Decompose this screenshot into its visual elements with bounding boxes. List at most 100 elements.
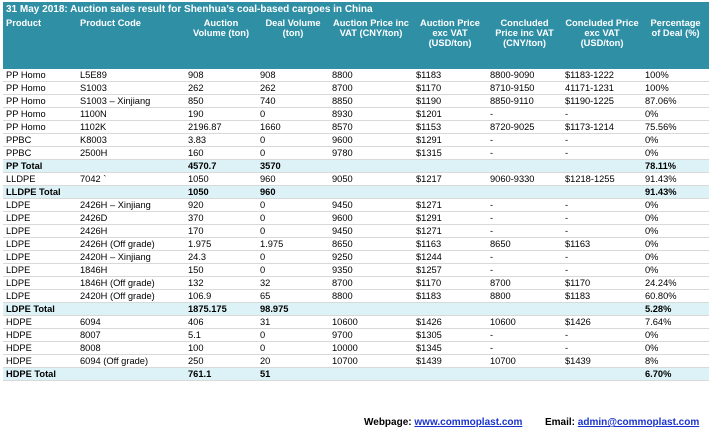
table-row: LDPE 2426H 170 0 9450 $1271- -0% xyxy=(3,224,710,238)
cell-auction-volume: 5.1 xyxy=(185,328,257,342)
cell-concluded-price-cny: 8710-9150 xyxy=(487,81,562,95)
cell-product-code: 2426D xyxy=(77,211,185,225)
table-header-row: Product Product Code Auction Volume (ton) D… xyxy=(3,17,710,69)
cell-deal-volume: 262 xyxy=(257,81,329,95)
table-row: LLDPE 7042 ` 1050 960 9050 $1217 9060-9330 $121… xyxy=(3,172,710,186)
cell-concluded-price-usd: $1163 xyxy=(562,237,642,251)
cell-concluded-price-usd: $1170 xyxy=(562,276,642,290)
cell-deal-percentage: 87.06% xyxy=(642,94,710,108)
cell-concluded-price-cny: - xyxy=(487,341,562,355)
cell-deal-volume: 51 xyxy=(257,367,329,381)
cell-concluded-price-cny xyxy=(487,302,562,316)
total-row: PP Total 4570.7 3570 78.11% xyxy=(3,159,710,173)
cell-product: LDPE xyxy=(3,263,77,277)
cell-product: HDPE Total xyxy=(3,367,77,381)
cell-auction-price-usd: $1190 xyxy=(413,94,487,108)
cell-concluded-price-usd: 41171-1231 xyxy=(562,81,642,95)
cell-concluded-price-usd: $1218-1255 xyxy=(562,172,642,186)
cell-product-code: 6094 (Off grade) xyxy=(77,354,185,368)
cell-auction-price-cny: 8800 xyxy=(329,289,413,303)
cell-product: HDPE xyxy=(3,328,77,342)
cell-product: LDPE xyxy=(3,211,77,225)
cell-deal-percentage: 24.24% xyxy=(642,276,710,290)
cell-deal-volume: 0 xyxy=(257,328,329,342)
cell-product: PPBC xyxy=(3,133,77,147)
cell-concluded-price-usd: - xyxy=(562,211,642,225)
table-row: LDPE 2426H (Off grade) 1.975 1.975 8650 $1163… xyxy=(3,237,710,251)
cell-deal-volume: 32 xyxy=(257,276,329,290)
cell-product-code: S1003 – Xinjiang xyxy=(77,94,185,108)
total-row: HDPE Total 761.1 51 6.70% xyxy=(3,367,710,381)
cell-auction-price-cny: 10700 xyxy=(329,354,413,368)
cell-auction-volume: 761.1 xyxy=(185,367,257,381)
cell-concluded-price-usd: - xyxy=(562,263,642,277)
cell-auction-price-cny: 8650 xyxy=(329,237,413,251)
cell-auction-price-usd: $1201 xyxy=(413,107,487,121)
cell-concluded-price-usd xyxy=(562,159,642,173)
cell-product: LLDPE xyxy=(3,172,77,186)
header-product: Product xyxy=(3,17,77,69)
cell-product-code xyxy=(77,367,185,381)
cell-product-code: 1102K xyxy=(77,120,185,134)
cell-auction-price-cny: 8850 xyxy=(329,94,413,108)
cell-auction-price-usd xyxy=(413,185,487,199)
table-row: LDPE 2420H (Off grade) 106.9 65 8800 $1183 880… xyxy=(3,289,710,303)
table-row: PPBC K8003 3.83 0 9600 $1291- -0% xyxy=(3,133,710,147)
cell-auction-volume: 1875.175 xyxy=(185,302,257,316)
cell-auction-price-usd: $1291 xyxy=(413,211,487,225)
cell-deal-volume: 0 xyxy=(257,263,329,277)
webpage-contact: Webpage: www.commoplast.com xyxy=(364,417,522,428)
cell-concluded-price-usd xyxy=(562,302,642,316)
cell-deal-percentage: 0% xyxy=(642,198,710,212)
cell-product-code: L5E89 xyxy=(77,69,185,82)
cell-product: PP Homo xyxy=(3,81,77,95)
cell-concluded-price-cny: - xyxy=(487,198,562,212)
cell-auction-price-usd: $1305 xyxy=(413,328,487,342)
cell-deal-percentage: 91.43% xyxy=(642,185,710,199)
cell-auction-price-usd: $1345 xyxy=(413,341,487,355)
cell-auction-volume: 406 xyxy=(185,315,257,329)
cell-product-code: 1846H xyxy=(77,263,185,277)
cell-concluded-price-cny: - xyxy=(487,224,562,238)
cell-auction-price-cny: 10000 xyxy=(329,341,413,355)
report-title: 31 May 2018: Auction sales result for Sh… xyxy=(3,2,710,17)
cell-deal-volume: 960 xyxy=(257,172,329,186)
cell-auction-volume: 920 xyxy=(185,198,257,212)
table-row: HDPE 8008 100 0 10000 $1345- -0% xyxy=(3,341,710,355)
cell-concluded-price-cny: 8700 xyxy=(487,276,562,290)
cell-auction-price-cny: 9050 xyxy=(329,172,413,186)
cell-product-code: 6094 xyxy=(77,315,185,329)
cell-auction-price-usd xyxy=(413,302,487,316)
page-footer: Webpage: www.commoplast.com Email: admin… xyxy=(0,413,712,438)
cell-concluded-price-cny: - xyxy=(487,133,562,147)
cell-auction-price-cny: 8930 xyxy=(329,107,413,121)
cell-concluded-price-cny: 9060-9330 xyxy=(487,172,562,186)
cell-deal-volume: 0 xyxy=(257,107,329,121)
cell-auction-volume: 1050 xyxy=(185,172,257,186)
cell-product: LDPE Total xyxy=(3,302,77,316)
webpage-link[interactable]: www.commoplast.com xyxy=(414,417,523,428)
cell-concluded-price-cny: - xyxy=(487,211,562,225)
cell-auction-price-cny xyxy=(329,185,413,199)
email-link[interactable]: admin@commoplast.com xyxy=(577,417,700,428)
cell-deal-volume: 0 xyxy=(257,146,329,160)
cell-deal-percentage: 5.28% xyxy=(642,302,710,316)
cell-auction-volume: 1050 xyxy=(185,185,257,199)
cell-deal-percentage: 6.70% xyxy=(642,367,710,381)
table-row: HDPE 6094 (Off grade) 250 20 10700 $1439 10700… xyxy=(3,354,710,368)
cell-deal-percentage: 0% xyxy=(642,341,710,355)
table-row: PP Homo 1100N 190 0 8930 $1201- -0% xyxy=(3,107,710,121)
cell-concluded-price-cny: - xyxy=(487,107,562,121)
cell-product: PP Homo xyxy=(3,120,77,134)
cell-product: LDPE xyxy=(3,224,77,238)
cell-concluded-price-cny xyxy=(487,185,562,199)
auction-results-table: 31 May 2018: Auction sales result for Sh… xyxy=(3,2,710,381)
table-row: PP Homo L5E89 908 908 8800 $1183 8800-9090 $118… xyxy=(3,69,710,82)
cell-deal-percentage: 0% xyxy=(642,263,710,277)
cell-auction-price-cny: 9450 xyxy=(329,198,413,212)
cell-auction-price-usd: $1426 xyxy=(413,315,487,329)
cell-concluded-price-usd xyxy=(562,185,642,199)
auction-results-report: 31 May 2018: Auction sales result for Sh… xyxy=(3,2,710,381)
cell-product-code: 2426H – Xinjiang xyxy=(77,198,185,212)
cell-product-code xyxy=(77,302,185,316)
